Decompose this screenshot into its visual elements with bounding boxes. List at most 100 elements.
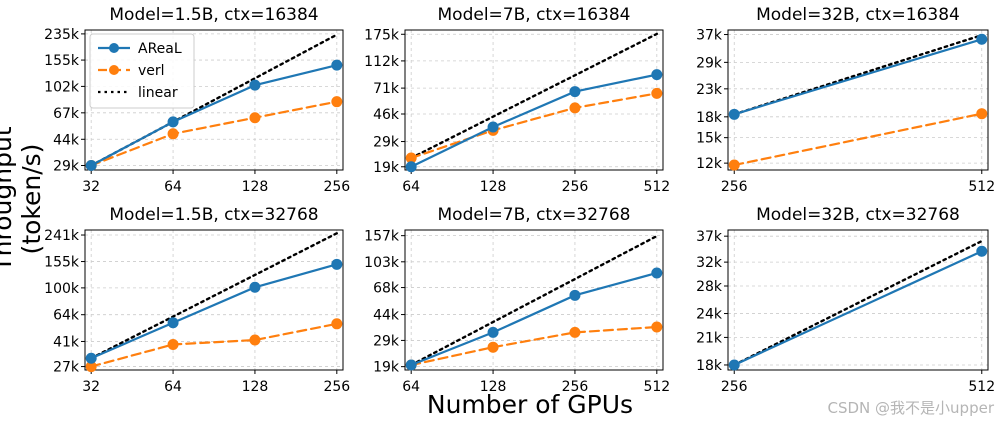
y-tick-label: 18k <box>696 358 723 374</box>
data-point-verl <box>569 326 581 338</box>
data-point-areal <box>651 69 663 81</box>
chart-panel-6: Model=32B, ctx=32768 18k 21k 24k 28k 32k 37k 25… <box>696 205 995 395</box>
data-point-areal <box>167 116 179 128</box>
x-tick-label: 128 <box>242 179 269 195</box>
series-line-areal <box>90 64 338 167</box>
series-line-areal <box>733 250 983 367</box>
data-point-areal <box>976 245 988 257</box>
chart-title: Model=1.5B, ctx=32768 <box>109 205 318 225</box>
legend-marker-verl <box>109 65 119 75</box>
y-tick-label: 68k <box>373 281 400 297</box>
data-point-areal <box>728 359 740 371</box>
plot-frame <box>727 29 989 171</box>
data-point-areal <box>249 281 261 293</box>
y-axis-label: Throughput (token/s) <box>0 126 46 272</box>
watermark: CSDN @我不是小upper <box>827 399 994 417</box>
x-axis-label: Number of GPUs <box>426 390 634 419</box>
y-tick-label: 102k <box>44 79 80 95</box>
y-tick-label: 15k <box>696 131 723 147</box>
legend-marker-areal <box>109 43 119 53</box>
chart-title: Model=32B, ctx=32768 <box>756 205 960 225</box>
x-tick-label: 128 <box>242 379 269 395</box>
x-tick-label: 256 <box>721 379 748 395</box>
chart-title: Model=32B, ctx=16384 <box>756 5 960 25</box>
y-tick-label: 29k <box>53 159 80 175</box>
chart-panel-3: Model=32B, ctx=16384 12k 15k 18k 23k 29k 37k 25… <box>696 5 995 195</box>
data-point-areal <box>405 161 417 173</box>
series-line-areal <box>90 263 338 360</box>
chart-panel-4: Model=1.5B, ctx=32768 27k 41k 64k 100k 155k 24… <box>44 205 350 395</box>
y-tick-label: 241k <box>44 228 80 244</box>
y-tick-label: 29k <box>373 333 400 349</box>
data-point-areal <box>569 86 581 98</box>
data-point-verl <box>249 112 261 124</box>
x-tick-label: 64 <box>164 379 182 395</box>
x-tick-label: 256 <box>323 179 350 195</box>
y-tick-label: 155k <box>44 255 80 271</box>
y-tick-label: 100k <box>44 281 80 297</box>
y-tick-label: 19k <box>373 360 400 376</box>
chart-title: Model=7B, ctx=32768 <box>438 205 631 225</box>
series-line-areal <box>733 38 983 116</box>
data-point-areal <box>728 108 740 120</box>
y-tick-label: 27k <box>53 360 80 376</box>
y-tick-label: 24k <box>696 307 723 323</box>
y-tick-label: 235k <box>44 27 80 43</box>
x-tick-label: 256 <box>562 379 589 395</box>
series-line-verl <box>90 322 338 368</box>
data-point-verl <box>249 334 261 346</box>
y-tick-label: 23k <box>696 82 723 98</box>
y-tick-label: 44k <box>53 132 80 148</box>
series-line-verl <box>410 92 658 160</box>
x-tick-label: 256 <box>562 179 589 195</box>
x-tick-label: 256 <box>323 379 350 395</box>
chart-panel-1: Model=1.5B, ctx=16384 29k 44k 67k 102k 155k 23… <box>44 5 350 195</box>
data-point-verl <box>167 128 179 140</box>
chart-panel-2: Model=7B, ctx=16384 19k 29k 46k 71k 112k 175k 6… <box>364 5 670 195</box>
y-tick-label: 21k <box>696 330 723 346</box>
chart-title: Model=7B, ctx=16384 <box>438 5 631 25</box>
series-line-linear <box>89 232 339 360</box>
data-point-areal <box>331 258 343 270</box>
y-tick-label: 67k <box>53 106 80 122</box>
x-tick-label: 512 <box>968 379 995 395</box>
data-point-verl <box>976 108 988 120</box>
plot-frame <box>404 29 664 171</box>
y-tick-label: 32k <box>696 255 723 271</box>
y-tick-label: 64k <box>53 308 80 324</box>
series-line-areal <box>410 73 658 168</box>
data-point-areal <box>167 317 179 329</box>
series-line-linear <box>733 239 983 367</box>
data-point-verl <box>487 341 499 353</box>
y-tick-label: 44k <box>373 308 400 324</box>
plot-frame <box>404 229 664 371</box>
y-tick-label: 175k <box>364 27 400 43</box>
plot-frame <box>727 229 989 371</box>
data-point-verl <box>651 321 663 333</box>
series-line-linear <box>733 33 983 116</box>
x-tick-label: 128 <box>480 179 507 195</box>
x-tick-label: 64 <box>402 179 420 195</box>
x-tick-label: 512 <box>968 179 995 195</box>
x-tick-label: 128 <box>480 379 507 395</box>
chart-panel-5: Model=7B, ctx=32768 19k 29k 44k 68k 103k 157k 6… <box>364 205 670 395</box>
series-line-linear <box>409 32 659 160</box>
y-tick-label: 46k <box>373 107 400 123</box>
data-point-areal <box>249 79 261 91</box>
y-tick-label: 155k <box>44 53 80 69</box>
x-tick-label: 32 <box>82 179 100 195</box>
data-point-verl <box>331 96 343 108</box>
series-line-verl <box>410 325 658 367</box>
legend-label-linear: linear <box>138 85 178 101</box>
y-tick-label: 41k <box>53 334 80 350</box>
data-point-verl <box>167 338 179 350</box>
x-tick-label: 32 <box>82 379 100 395</box>
data-point-areal <box>85 160 97 172</box>
legend-label-verl: verl <box>138 63 165 79</box>
data-point-areal <box>487 326 499 338</box>
y-tick-label: 12k <box>696 156 723 172</box>
y-tick-label: 112k <box>364 54 400 70</box>
data-point-areal <box>85 352 97 364</box>
y-tick-label: 19k <box>373 160 400 176</box>
